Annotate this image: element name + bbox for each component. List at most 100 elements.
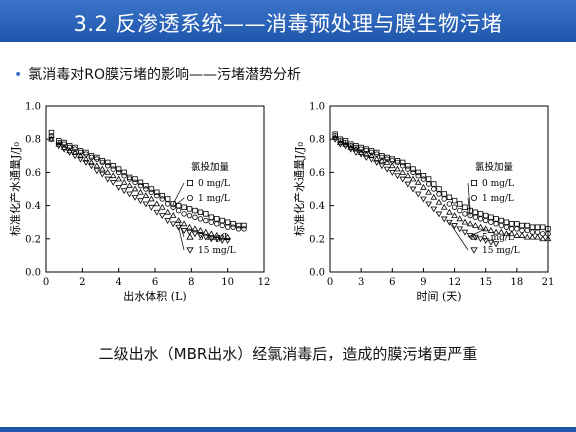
left-point-square xyxy=(105,159,111,166)
left-point-triangle-up xyxy=(109,172,117,179)
left-legend-title: 氯投加量 xyxy=(191,161,230,173)
left-point-triangle-down xyxy=(48,136,55,143)
right-point-triangle-down xyxy=(487,239,495,246)
right-legend-title: 氯投加量 xyxy=(475,161,514,173)
left-y-axis-label: 标准化产水通量J/J₀ xyxy=(8,141,22,236)
right-x-tick-label: 12 xyxy=(448,277,461,288)
right-point-triangle-down xyxy=(383,166,391,173)
left-point-circle xyxy=(224,224,231,230)
left-point-triangle-up xyxy=(93,162,101,169)
right-point-triangle-down xyxy=(368,156,375,163)
left-point-circle xyxy=(203,217,209,224)
right-point-triangle-down xyxy=(342,143,349,150)
right-point-circle xyxy=(358,146,364,152)
right-point-triangle-up xyxy=(539,235,547,242)
left-point-triangle-down xyxy=(93,168,101,175)
right-point-triangle-up xyxy=(497,228,505,235)
slide-title: 3.2 反渗透系统——消毒预处理与膜生物污堵 xyxy=(73,12,503,36)
right-point-triangle-down xyxy=(435,211,443,218)
left-point-square xyxy=(154,189,160,196)
right-point-square xyxy=(446,194,453,200)
right-point-triangle-down xyxy=(414,191,422,198)
right-point-triangle-down xyxy=(451,223,458,229)
right-point-triangle-up xyxy=(362,150,370,157)
left-point-triangle-down xyxy=(142,201,150,208)
right-point-triangle-down xyxy=(430,206,438,213)
left-y-tick-label: 0.2 xyxy=(25,234,41,245)
right-legend-label: 15 mg/L xyxy=(482,246,520,256)
left-point-circle xyxy=(72,146,78,152)
right-point-circle xyxy=(451,204,458,210)
left-point-triangle-down xyxy=(153,209,161,216)
left-point-square xyxy=(110,163,116,169)
right-point-triangle-up xyxy=(368,152,375,159)
left-x-axis-label: 出水体积 (L) xyxy=(123,289,186,303)
left-point-triangle-down xyxy=(175,224,182,231)
right-point-square xyxy=(436,186,442,192)
left-point-triangle-down xyxy=(224,238,232,244)
left-point-triangle-up xyxy=(224,233,232,240)
left-x-tick-label: 4 xyxy=(115,277,121,288)
left-point-square xyxy=(170,201,176,207)
right-point-circle xyxy=(399,163,406,169)
left-legend-label: 5 mg/L xyxy=(198,233,230,243)
right-plot-frame xyxy=(329,105,549,273)
left-point-triangle-up xyxy=(126,182,133,189)
left-y-tick-label: 0.0 xyxy=(25,268,41,279)
right-point-circle xyxy=(332,133,338,139)
left-point-triangle-down xyxy=(148,204,155,211)
left-point-triangle-up xyxy=(180,220,188,227)
right-point-triangle-down xyxy=(352,150,360,156)
right-point-triangle-down xyxy=(347,146,355,153)
right-point-circle xyxy=(488,219,494,225)
right-point-triangle-up xyxy=(492,228,500,235)
right-point-triangle-down xyxy=(337,141,344,148)
right-point-circle xyxy=(462,211,468,217)
right-point-circle xyxy=(337,138,344,144)
left-point-square xyxy=(235,222,242,229)
left-point-triangle-up xyxy=(213,232,221,238)
right-point-square xyxy=(420,173,427,179)
right-point-triangle-up xyxy=(425,188,432,195)
left-point-triangle-down xyxy=(98,171,106,178)
right-point-circle xyxy=(420,176,427,182)
left-point-triangle-up xyxy=(98,165,106,172)
left-point-circle xyxy=(137,182,144,189)
left-point-triangle-up xyxy=(202,228,210,235)
left-point-triangle-down xyxy=(82,160,90,166)
left-point-triangle-up xyxy=(158,203,166,210)
right-x-tick-label: 21 xyxy=(542,277,555,288)
left-x-tick-label: 12 xyxy=(258,277,271,288)
right-point-triangle-down xyxy=(409,186,417,193)
right-point-triangle-up xyxy=(518,232,526,238)
right-point-triangle-down xyxy=(440,216,448,223)
right-point-triangle-down xyxy=(471,234,479,241)
right-point-circle xyxy=(405,166,411,172)
left-point-triangle-up xyxy=(218,233,226,240)
right-point-triangle-up xyxy=(451,212,458,218)
right-point-circle xyxy=(394,159,401,166)
right-point-circle xyxy=(457,207,463,214)
right-point-circle xyxy=(415,173,421,179)
right-point-triangle-up xyxy=(352,145,360,152)
right-point-triangle-down xyxy=(404,181,412,188)
chart-time: 0 3 6 9 12 15 18 21 0.0 0.2 0.4 0.6 0.8 1.0 时间 (天) 标准化产… xyxy=(292,102,555,304)
left-point-triangle-down xyxy=(71,153,79,160)
right-x-axis-label: 时间 (天) xyxy=(416,290,461,303)
right-point-circle xyxy=(524,227,530,234)
right-point-square xyxy=(374,149,380,156)
chart-volume: 0 2 4 6 8 10 12 0.0 0.2 0.4 0.6 0.8 1.0 出水体积 (L) 标准化产水… xyxy=(8,102,271,304)
left-legend-pointer xyxy=(172,182,185,205)
left-point-triangle-down xyxy=(197,233,204,239)
right-point-triangle-up xyxy=(461,218,469,225)
right-point-triangle-down xyxy=(461,229,469,236)
right-point-triangle-down xyxy=(466,233,474,239)
right-point-circle xyxy=(477,216,484,222)
left-x-tick-label: 2 xyxy=(79,277,85,288)
right-point-circle xyxy=(483,217,489,224)
left-point-triangle-down xyxy=(77,156,84,163)
left-point-circle xyxy=(121,173,127,179)
right-legend-marker xyxy=(470,195,477,202)
right-point-triangle-up xyxy=(409,175,417,182)
right-point-triangle-up xyxy=(544,235,552,242)
